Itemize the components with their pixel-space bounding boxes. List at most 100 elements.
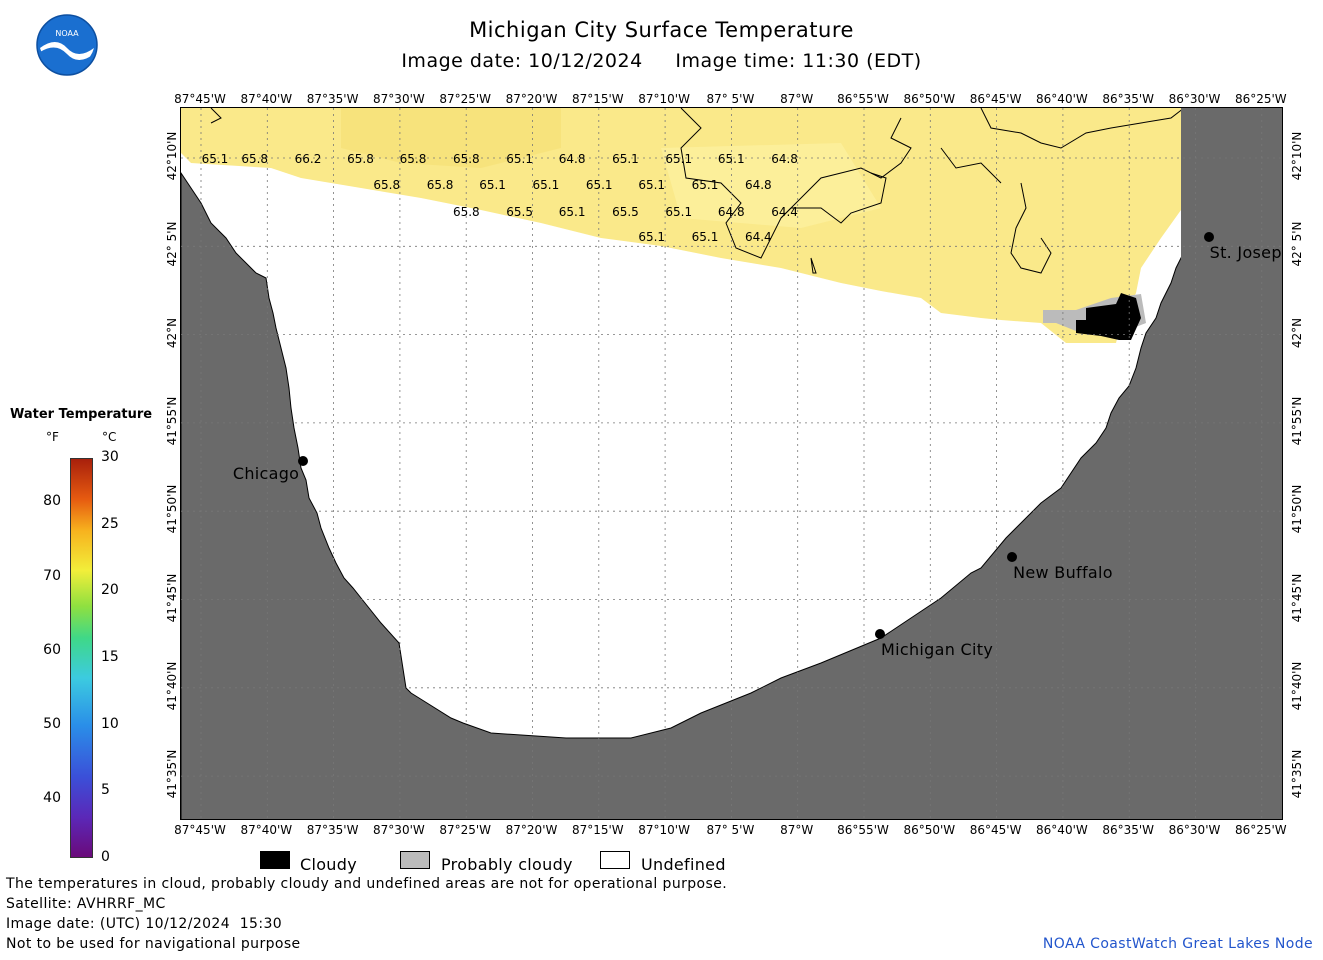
temperature-value: 65.1 [717,151,745,166]
temperature-value: 65.1 [201,151,229,166]
city-label: Michigan City [881,639,994,659]
land-east-shore [1181,108,1282,819]
city-marker [875,628,886,639]
contour-line [780,172,887,224]
latitude-label: 41°45'N [165,573,179,622]
latitude-label: 41°45'N [1290,573,1304,622]
temperature-value: 65.8 [426,178,454,193]
longitude-label: 86°35'W [1102,92,1155,106]
temperature-value: 64.8 [771,151,798,166]
longitude-label: 87°W [780,823,814,837]
latitude-label: 42°N [1290,317,1304,348]
celsius-tick: 15 [101,649,119,665]
warm-water-patch [341,108,561,168]
temperature-value: 65.5 [506,204,533,219]
longitude-label: 87° 5'W [706,92,755,106]
celsius-tick: 20 [101,582,119,599]
longitude-label: 86°55'W [837,92,889,106]
graticule [181,108,1282,819]
warm-water-patch [661,143,881,228]
temperature-value: 65.8 [373,178,401,193]
city-marker [1203,232,1214,243]
latitude-label: 41°55'N [165,396,179,446]
longitude-label: 86°40'W [1036,92,1088,106]
longitude-label: 87°30'W [373,823,425,837]
image-date: Image date: 10/12/2024 [401,50,643,72]
latitude-label: 42° 5'N [1290,221,1304,267]
longitude-label: 87°45'W [174,92,226,106]
temperature-value: 65.1 [532,178,560,193]
longitude-label: 87°45'W [174,823,226,837]
map-title: Michigan City Surface Temperature [469,18,854,42]
undefined-swatch [600,851,630,869]
longitude-label: 86°55'W [837,823,889,837]
temperature-value: 65.1 [691,178,719,193]
probably-cloudy-swatch [400,851,430,869]
celsius-tick: 30 [101,449,119,465]
contour-line [1010,182,1052,274]
temperature-value: 64.4 [744,230,772,245]
longitude-label: 86°45'W [969,823,1022,837]
disclaimer-text: The temperatures in cloud, probably clou… [6,876,728,892]
longitude-label: 87°15'W [571,823,624,837]
unit-celsius: °C [102,430,117,444]
longitude-label: 87°25'W [439,823,492,837]
longitude-label: 87°30'W [373,92,425,106]
cloudy-area [1076,293,1141,340]
latitude-label: 42°N [165,317,179,348]
celsius-tick: 5 [101,782,110,799]
land-west [181,108,1282,819]
longitude-label: 87°20'W [505,823,558,837]
svg-text:NOAA: NOAA [55,29,79,38]
latitude-label: 41°55'N [1290,396,1304,446]
temperature-value: 65.8 [241,151,269,166]
latitude-label: 42°10'N [165,131,179,181]
latitude-label: 41°40'N [1290,661,1304,711]
latitude-label: 41°50'N [1290,484,1304,534]
contour-line [980,108,1185,149]
temperature-value: 66.2 [294,151,322,166]
temperature-value: 64.4 [771,204,798,219]
longitude-label: 86°50'W [903,823,956,837]
latitude-label: 41°35'N [1290,749,1304,799]
city-label: New Buffalo [1013,563,1113,583]
latitude-label: 42° 5'N [165,221,179,267]
longitude-label: 87°40'W [240,823,293,837]
temperature-map: 65.1 65.8 66.2 65.8 65.8 65.8 65.1 64.8 65.1 65.1… [180,107,1283,820]
latitude-label: 41°35'N [165,749,179,799]
contour-line [810,257,817,274]
temperature-value: 65.1 [612,151,639,166]
longitude-label: 87°15'W [571,92,624,106]
navigation-warning: Not to be used for navigational purpose [6,936,301,952]
temperature-value: 65.1 [506,151,533,166]
fahrenheit-tick: 80 [43,493,61,510]
colorbar-title: Water Temperature [10,407,153,422]
longitude-label: 87°20'W [505,92,558,106]
longitude-label: 87°W [780,92,814,106]
city-label: St. Joseph [1209,243,1282,263]
undefined-label: Undefined [641,855,726,874]
warm-water-area [181,108,1261,343]
longitude-label: 86°50'W [903,92,956,106]
longitude-label: 87°10'W [638,92,690,106]
image-time: Image time: 11:30 (EDT) [675,50,922,72]
celsius-tick: 0 [101,849,110,865]
probably-cloudy-label: Probably cloudy [441,855,573,874]
longitude-label: 87°25'W [439,92,492,106]
fahrenheit-tick: 70 [43,567,61,584]
temperature-value: 65.8 [347,151,374,166]
latitude-label: 42°10'N [1290,131,1304,181]
longitude-label: 86°40'W [1036,823,1088,837]
longitude-label: 86°25'W [1234,92,1287,106]
temperature-value: 65.1 [691,230,719,245]
fahrenheit-tick: 50 [43,715,61,732]
unit-fahrenheit: °F [46,430,59,444]
temperature-value: 65.1 [479,178,506,193]
celsius-tick: 25 [101,515,119,532]
noaa-logo: NOAA [36,14,98,76]
celsius-tick: 10 [101,715,119,732]
image-date-time: Image date: 10/12/2024 Image time: 11:30… [0,50,1323,72]
temperature-value: 65.1 [638,178,666,193]
city-label: Chicago [232,463,300,483]
longitude-label: 87°10'W [638,823,690,837]
